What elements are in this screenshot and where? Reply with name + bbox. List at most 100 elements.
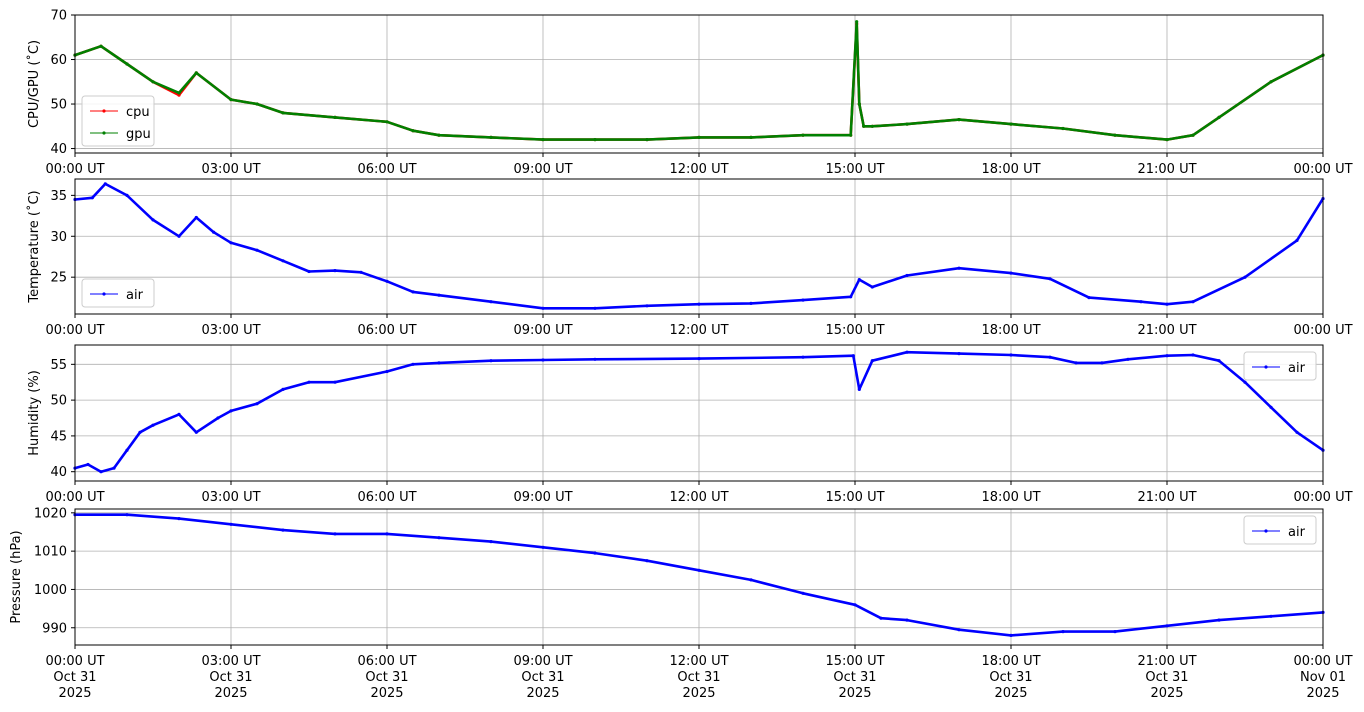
- x-year-label: 2025: [994, 686, 1027, 701]
- y-tick-label: 1000: [34, 583, 67, 598]
- data-point: [255, 248, 259, 252]
- data-point: [697, 135, 701, 139]
- x-year-label: 2025: [526, 686, 559, 701]
- y-tick-label: 50: [50, 394, 67, 409]
- data-point: [359, 270, 363, 274]
- x-tick-label: 15:00 UT: [825, 654, 884, 669]
- x-tick-label: 21:00 UT: [1137, 654, 1196, 669]
- x-tick-label: 12:00 UT: [669, 490, 728, 505]
- legend-label-gpu: gpu: [126, 127, 151, 142]
- legend: air: [81, 278, 155, 308]
- data-point: [151, 423, 155, 427]
- data-point: [489, 135, 493, 139]
- data-point: [541, 358, 545, 362]
- data-point: [593, 306, 597, 310]
- data-point: [749, 135, 753, 139]
- series-points-air: [73, 182, 1325, 310]
- data-point: [697, 568, 701, 572]
- data-point: [1009, 353, 1013, 357]
- data-point: [255, 402, 259, 406]
- data-point: [437, 361, 441, 365]
- data-point: [1217, 115, 1221, 119]
- data-point: [385, 369, 389, 374]
- data-point: [1217, 359, 1221, 363]
- y-tick-label: 25: [50, 271, 67, 286]
- y-tick-label: 40: [50, 142, 67, 157]
- data-point: [99, 470, 103, 474]
- data-point: [857, 278, 861, 282]
- data-point: [1100, 361, 1104, 365]
- y-axis-label: Pressure (hPa): [9, 530, 24, 623]
- x-year-label: 2025: [370, 686, 403, 701]
- x-year-label: 2025: [838, 686, 871, 701]
- data-point: [333, 115, 337, 119]
- data-point: [801, 133, 805, 137]
- data-point: [801, 591, 805, 595]
- data-point: [905, 273, 909, 278]
- x-tick-label: 18:00 UT: [981, 654, 1040, 669]
- x-tick-label: 09:00 UT: [513, 490, 572, 505]
- y-tick-label: 1010: [34, 545, 67, 560]
- series-points-gpu: [73, 20, 1325, 142]
- series-line-air: [74, 350, 1324, 474]
- data-point: [385, 532, 389, 536]
- data-point: [905, 618, 909, 622]
- data-point: [281, 259, 285, 263]
- data-point: [853, 603, 857, 607]
- data-point: [194, 71, 198, 75]
- data-point: [749, 301, 753, 305]
- y-tick-label: 30: [50, 230, 67, 245]
- x-tick-label: 00:00 UT: [45, 490, 104, 505]
- data-point: [1061, 126, 1065, 131]
- data-point: [177, 93, 181, 97]
- x-date-label: Oct 31: [53, 670, 96, 685]
- legend-marker-gpu: [102, 131, 106, 135]
- data-point: [411, 129, 415, 133]
- legend-label-air: air: [1288, 525, 1306, 540]
- data-point: [1061, 630, 1065, 634]
- x-tick-label: 00:00 UT: [45, 162, 104, 177]
- data-point: [194, 430, 198, 434]
- data-point: [1217, 618, 1221, 622]
- x-date-label: Oct 31: [677, 670, 720, 685]
- legend-label-cpu: cpu: [126, 105, 150, 120]
- x-tick-label: 06:00 UT: [357, 654, 416, 669]
- data-point: [437, 133, 441, 137]
- series-line-air: [74, 182, 1325, 310]
- x-tick-label: 00:00 UT: [45, 654, 104, 669]
- data-point: [849, 295, 853, 299]
- data-point: [333, 269, 337, 273]
- data-point: [879, 616, 883, 620]
- data-point: [1191, 133, 1195, 137]
- data-point: [1009, 633, 1013, 638]
- data-point: [1191, 353, 1195, 357]
- data-point: [697, 302, 701, 306]
- series-points-air: [73, 513, 1325, 638]
- x-tick-label: 15:00 UT: [825, 323, 884, 338]
- x-tick-label: 03:00 UT: [201, 490, 260, 505]
- x-tick-label: 12:00 UT: [669, 323, 728, 338]
- data-point: [905, 122, 909, 126]
- data-point: [1191, 300, 1195, 304]
- data-point: [1074, 361, 1078, 365]
- data-point: [593, 357, 597, 361]
- x-tick-label: 21:00 UT: [1137, 490, 1196, 505]
- x-year-label: 2025: [1150, 686, 1183, 701]
- data-point: [957, 628, 961, 632]
- x-tick-label: 21:00 UT: [1137, 323, 1196, 338]
- legend-label-air: air: [126, 288, 144, 303]
- x-year-label: 2025: [58, 686, 91, 701]
- data-point: [125, 513, 129, 517]
- data-point: [1243, 275, 1247, 279]
- x-tick-label: 03:00 UT: [201, 162, 260, 177]
- data-point: [1269, 614, 1273, 618]
- data-point: [645, 304, 649, 308]
- data-point: [281, 387, 285, 391]
- data-point: [1048, 355, 1052, 359]
- data-point: [957, 118, 961, 122]
- data-point: [229, 241, 233, 245]
- x-tick-label: 06:00 UT: [357, 323, 416, 338]
- data-point: [1048, 277, 1052, 281]
- x-tick-label: 15:00 UT: [825, 162, 884, 177]
